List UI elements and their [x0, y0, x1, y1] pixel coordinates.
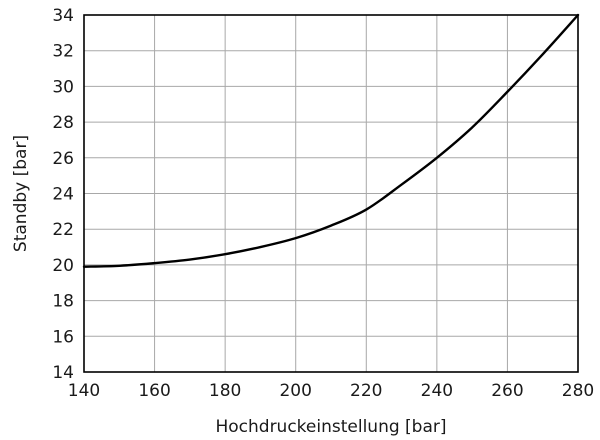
- y-tick-label: 16: [52, 327, 74, 347]
- y-tick-label: 24: [52, 185, 74, 205]
- x-tick-label: 160: [138, 381, 170, 401]
- x-tick-label: 220: [350, 381, 382, 401]
- series-line: [82, 13, 580, 268]
- y-tick-label: 28: [52, 113, 74, 133]
- y-tick-label: 26: [52, 149, 74, 169]
- y-tick-label: 34: [52, 6, 74, 26]
- y-tick-label: 30: [52, 77, 74, 97]
- y-tick-label: 22: [52, 220, 74, 240]
- x-tick-label: 140: [68, 381, 100, 401]
- series-layer: [82, 13, 580, 268]
- plot-frame: [83, 14, 579, 373]
- x-axis-title: Hochdruckeinstellung [bar]: [215, 417, 446, 437]
- x-tick-label: 200: [279, 381, 311, 401]
- grid: [84, 15, 578, 372]
- y-tick-label: 18: [52, 292, 74, 312]
- x-tick-label: 240: [421, 381, 453, 401]
- y-tick-label: 20: [52, 256, 74, 276]
- y-tick-label: 32: [52, 42, 74, 62]
- x-tick-label: 260: [491, 381, 523, 401]
- x-tick-label: 280: [562, 381, 594, 401]
- x-tick-label: 180: [209, 381, 241, 401]
- y-axis-title: Standby [bar]: [11, 135, 31, 252]
- tick-labels: 140 160 180 200 220 240 260 280 14 16 18 20 22 24 26 28…: [52, 6, 594, 401]
- y-tick-label: 14: [52, 363, 74, 383]
